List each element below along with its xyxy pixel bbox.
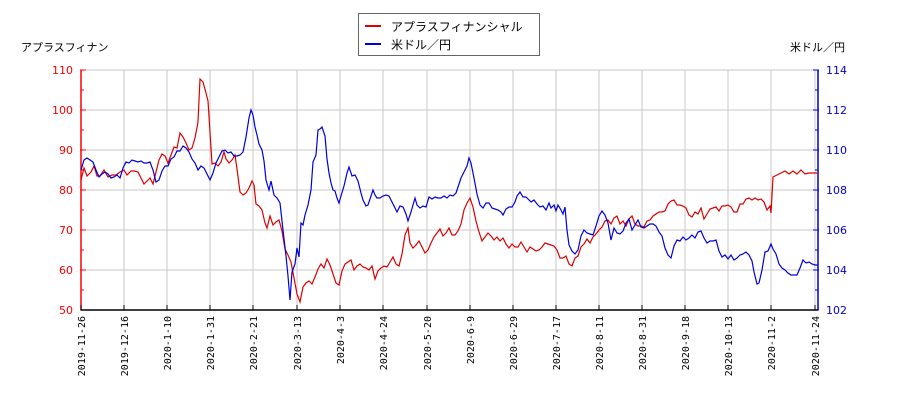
x-tick-label: 2020-8-11 [595,316,606,370]
legend-label: アプラスフィナンシャル [391,19,523,34]
right-tick-label: 104 [826,264,847,277]
x-tick-label: 2020-1-31 [206,316,217,370]
left-axis-title: アプラスフィナン [21,41,109,54]
x-tick-label: 2020-4-3 [336,316,347,364]
left-tick-label: 80 [59,184,73,197]
x-tick-label: 2020-1-10 [163,316,174,370]
series-line-aplus-financial [80,77,818,305]
x-tick-label: 2020-8-31 [638,316,649,370]
left-tick-label: 70 [59,224,73,237]
legend: アプラスフィナンシャル 米ドル／円 [358,13,540,56]
legend-item-usd-jpy: 米ドル／円 [365,36,451,52]
series-line-usd-jpy [80,108,818,301]
right-tick-label: 114 [826,64,847,77]
x-tick-label: 2020-6-9 [466,316,477,364]
left-tick-label: 60 [59,264,73,277]
x-tick-label: 2020-5-20 [423,316,434,370]
x-tick-label: 2020-11-2 [767,316,778,370]
x-tick-label: 2020-9-18 [681,316,692,370]
right-tick-label: 108 [826,184,847,197]
legend-swatch-blue [365,43,381,45]
right-axis-title: 米ドル／円 [790,41,845,54]
right-tick-label: 102 [826,304,847,317]
x-tick-label: 2020-4-24 [379,316,390,370]
x-tick-label: 2020-10-13 [724,316,735,376]
grid-lines [81,69,818,311]
legend-label: 米ドル／円 [391,37,452,52]
x-tick-label: 2019-12-16 [120,316,131,376]
left-tick-label: 110 [52,64,73,77]
left-tick-label: 100 [52,104,73,117]
left-y-axis: 50 60 70 80 90 100 110 [52,64,86,317]
left-tick-label: 50 [59,304,73,317]
x-tick-label: 2020-3-13 [293,316,304,370]
x-tick-label: 2020-11-24 [811,316,822,376]
left-tick-label: 90 [59,144,73,157]
right-tick-label: 112 [826,104,847,117]
right-y-axis: 102 104 106 108 110 112 114 [813,64,847,317]
x-tick-label: 2020-2-21 [249,316,260,370]
x-axis: 2019-11-26 2019-12-16 2020-1-10 2020-1-31 20… [77,305,822,376]
legend-swatch-red [365,25,381,27]
x-tick-label: 2020-6-29 [509,316,520,370]
right-tick-label: 106 [826,224,847,237]
legend-item-aplus-financial: アプラスフィナンシャル [365,18,523,34]
x-tick-label: 2020-7-17 [552,316,563,370]
x-tick-label: 2019-11-26 [77,316,88,376]
right-tick-label: 110 [826,144,847,157]
